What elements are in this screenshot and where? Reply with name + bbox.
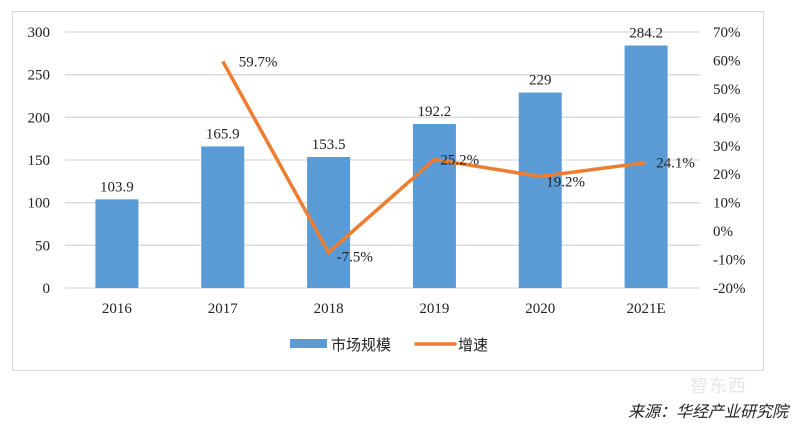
line-value-label: 24.1% (656, 156, 695, 172)
x-tick-label: 2019 (419, 301, 449, 317)
bar-series-market-size: 103.9 165.9 153.5 192.2 229 284.2 (95, 25, 668, 288)
legend-label-growth: 增速 (458, 336, 488, 354)
legend: 市场规模 增速 (290, 336, 488, 354)
y2-tick-label: 30% (713, 139, 741, 155)
line-value-label: 25.2% (440, 152, 479, 168)
y-tick-label: 100 (28, 196, 51, 212)
y2-tick-label: 60% (713, 53, 741, 69)
legend-swatch-bar (290, 339, 327, 348)
y-tick-label: 50 (35, 238, 50, 254)
bar (307, 157, 351, 288)
gridlines (65, 31, 700, 289)
bar (95, 199, 139, 288)
y-tick-label: 0 (43, 281, 51, 297)
y2-tick-label: 10% (713, 196, 741, 212)
y-tick-label: 150 (28, 153, 51, 169)
bar-value-label: 153.5 (312, 137, 346, 153)
y2-tick-label: 20% (713, 167, 741, 183)
x-tick-label: 2021E (626, 301, 665, 317)
y2-tick-label: 50% (713, 82, 741, 98)
x-tick-label: 2016 (102, 301, 133, 317)
bar (518, 92, 562, 288)
watermark: 智东西 (690, 376, 747, 397)
y-tick-label: 250 (28, 68, 51, 84)
x-tick-label: 2017 (208, 301, 239, 317)
y2-tick-label: 70% (713, 25, 741, 41)
x-tick-label: 2018 (314, 301, 344, 317)
bar-value-label: 103.9 (100, 179, 134, 195)
y2-tick-label: 40% (713, 110, 741, 126)
bar-value-label: 165.9 (206, 126, 240, 142)
y2-tick-label: -20% (713, 281, 746, 297)
bar-value-label: 229 (529, 73, 552, 89)
x-axis: 2016 2017 2018 2019 2020 2021E (102, 301, 666, 317)
bar (624, 45, 668, 288)
y-tick-label: 300 (28, 25, 51, 41)
x-tick-label: 2020 (525, 301, 555, 317)
y2-tick-label: 0% (713, 224, 733, 240)
line-value-label: 19.2% (546, 174, 585, 190)
bar (412, 123, 456, 288)
y-tick-label: 200 (28, 110, 51, 126)
left-y-axis: 0 50 100 150 200 250 300 (28, 25, 51, 297)
bar-value-label: 284.2 (629, 25, 663, 41)
source-caption: 来源：华经产业研究院 (627, 402, 788, 421)
right-y-axis: -20% -10% 0% 10% 20% 30% 40% 50% 60% 70% (713, 25, 746, 297)
chart-frame (12, 11, 764, 371)
line-value-label: 59.7% (239, 54, 278, 70)
bar (201, 146, 245, 288)
line-series-growth-rate: 59.7% -7.5% 25.2% 19.2% 24.1% (221, 54, 695, 265)
growth-line (221, 60, 647, 256)
y2-tick-label: -10% (713, 253, 746, 269)
line-value-label: -7.5% (337, 249, 373, 265)
bar-value-label: 192.2 (418, 104, 452, 120)
legend-label-market-size: 市场规模 (331, 336, 391, 354)
